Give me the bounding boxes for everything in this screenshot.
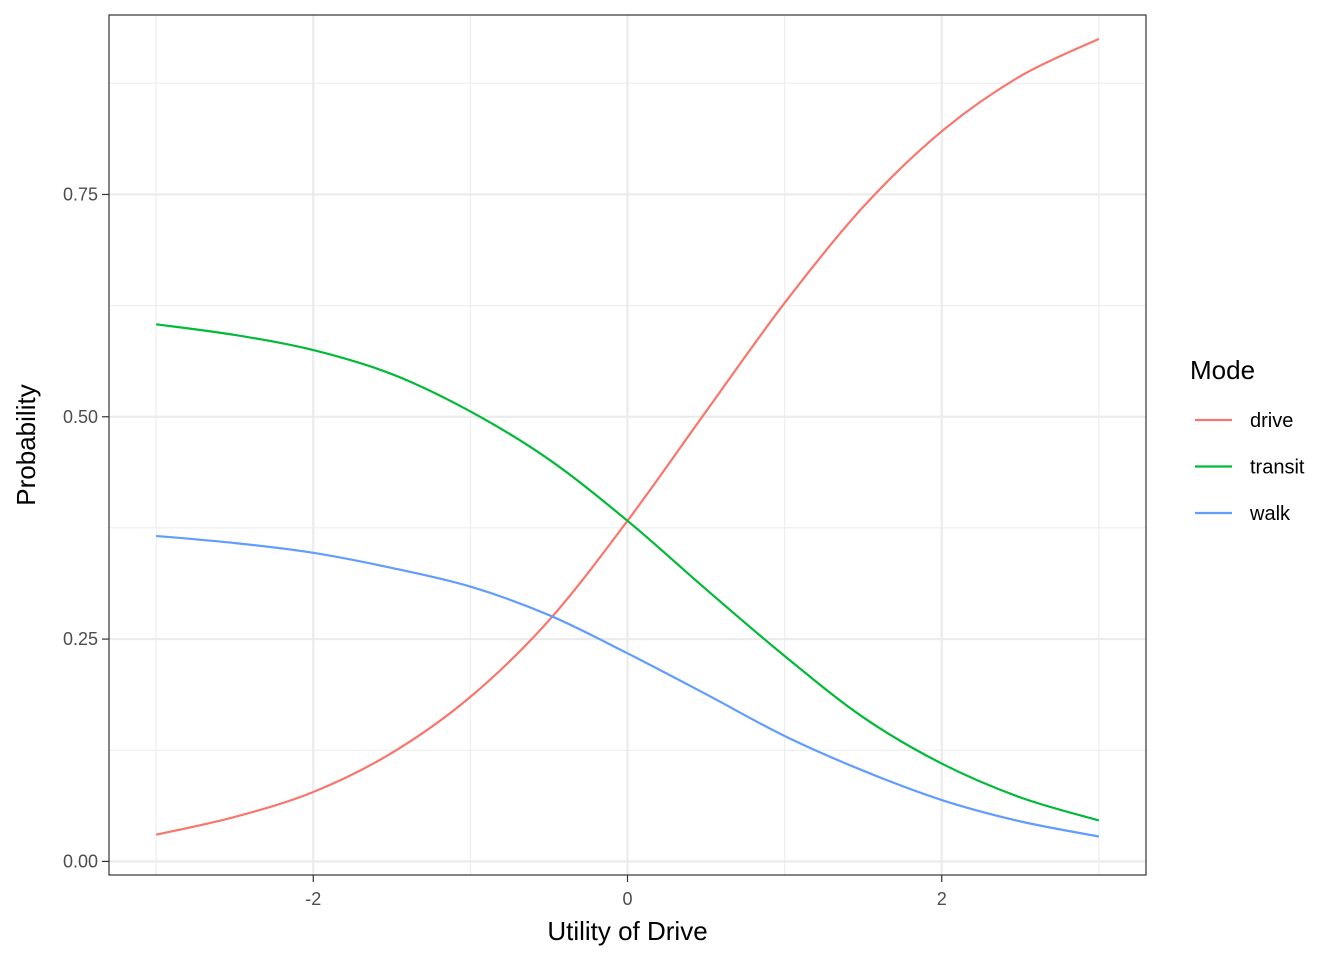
legend-title: Mode [1190,355,1255,385]
y-tick-label: 0.75 [63,184,98,204]
x-tick-label: 0 [622,889,632,909]
y-axis: 0.00 0.25 0.50 0.75 [63,184,109,871]
legend-label-drive: drive [1250,410,1293,432]
y-axis-title: Probability [11,384,41,505]
y-tick-label: 0.00 [63,851,98,871]
legend-label-walk: walk [1249,503,1291,525]
series-lines [155,37,1100,838]
x-axis: -2 0 2 [305,875,947,909]
x-tick-label: -2 [305,889,321,909]
y-tick-label: 0.50 [63,407,98,427]
major-gridlines [109,15,1146,875]
series-line-transit [155,323,1100,822]
series-line-walk [156,534,1100,838]
x-axis-title: Utility of Drive [547,916,707,946]
legend-label-transit: transit [1250,457,1305,479]
series-line-drive [155,37,1100,836]
x-tick-label: 2 [937,889,947,909]
y-tick-label: 0.25 [63,629,98,649]
legend: Mode drive transit walk [1190,355,1305,525]
